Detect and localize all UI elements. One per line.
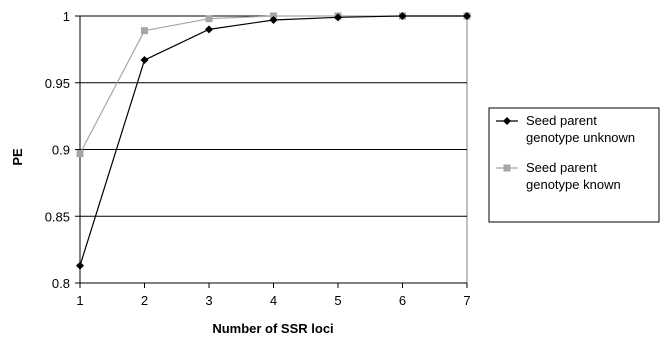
legend: Seed parent genotype unknown Seed parent ge… xyxy=(488,107,660,223)
y-tick-label: 0.9 xyxy=(52,143,70,158)
data-point xyxy=(270,12,277,20)
data-point xyxy=(205,15,213,23)
x-tick-label: 2 xyxy=(141,293,148,308)
data-point xyxy=(205,25,213,34)
y-tick-label: 0.95 xyxy=(45,76,70,91)
legend-label: genotype known xyxy=(526,177,621,192)
x-tick-label: 7 xyxy=(463,293,470,308)
data-point xyxy=(334,13,342,22)
y-tick-label: 0.8 xyxy=(52,276,70,291)
y-axis: 0.8 0.85 0.9 0.95 1 xyxy=(45,9,81,291)
legend-label: genotype unknown xyxy=(526,130,635,145)
data-point xyxy=(140,56,149,65)
data-point xyxy=(76,261,84,270)
x-tick-label: 1 xyxy=(76,293,83,308)
x-tick-label: 4 xyxy=(270,293,277,308)
series-layer xyxy=(76,12,471,270)
y-tick-label: 0.85 xyxy=(45,209,70,224)
data-point xyxy=(141,27,148,35)
x-tick-label: 5 xyxy=(334,293,341,308)
x-tick-label: 6 xyxy=(399,293,406,308)
x-axis-title: Number of SSR loci xyxy=(212,321,333,336)
legend-label: Seed parent xyxy=(526,113,597,128)
x-tick-label: 3 xyxy=(205,293,212,308)
y-axis-title: PE xyxy=(10,148,25,166)
data-point xyxy=(398,12,407,20)
legend-marker xyxy=(503,117,511,125)
legend-marker xyxy=(503,164,511,172)
x-axis: 1 2 3 4 5 6 7 xyxy=(76,282,471,308)
plot-area: 1 2 3 4 5 6 7 0.8 0.85 0.9 0.95 1 xyxy=(45,9,471,308)
legend-box xyxy=(488,107,660,223)
legend-label: Seed parent xyxy=(526,160,597,175)
data-point xyxy=(76,150,84,158)
y-tick-label: 1 xyxy=(63,9,70,24)
data-point xyxy=(269,16,278,25)
data-point xyxy=(463,12,471,20)
